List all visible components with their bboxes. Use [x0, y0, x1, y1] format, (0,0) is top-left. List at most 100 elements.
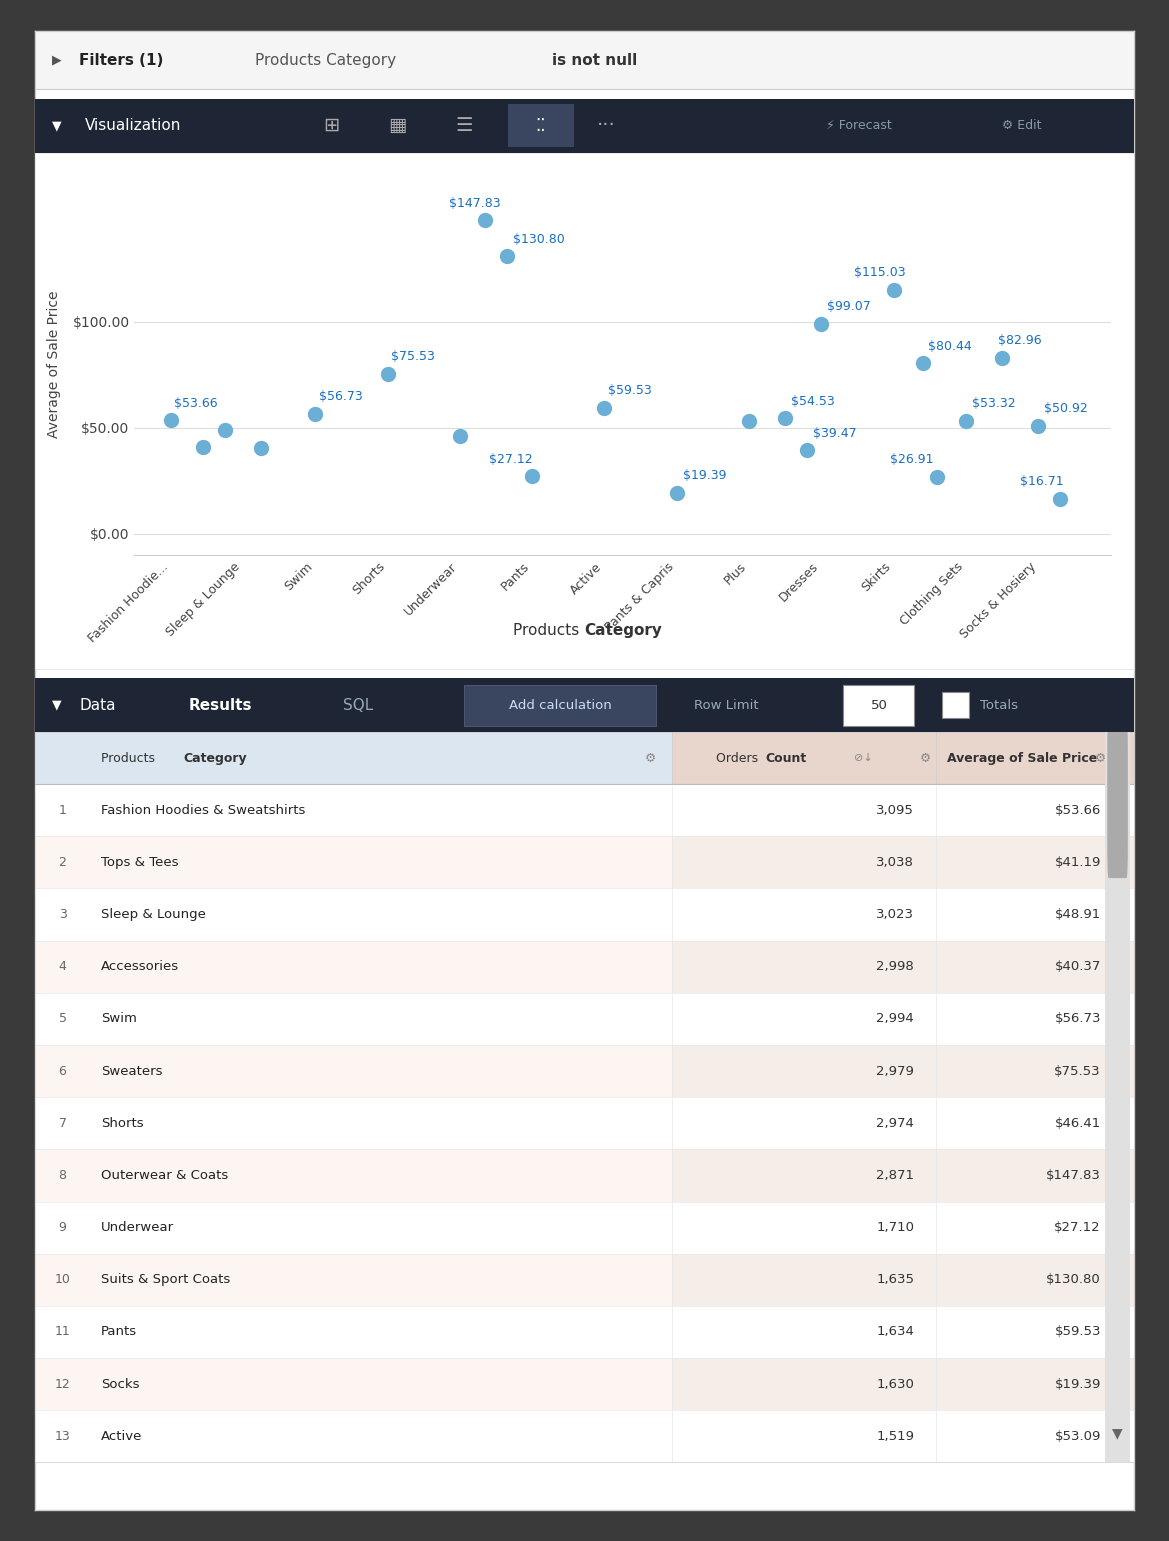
Text: Products Category: Products Category [255, 52, 401, 68]
Text: Shorts: Shorts [101, 1117, 144, 1130]
Text: Products: Products [101, 752, 159, 764]
Text: ⚡ Forecast: ⚡ Forecast [826, 119, 892, 133]
Bar [942, 692, 969, 718]
Bar [35, 1045, 1134, 1097]
Point [812, 311, 831, 336]
Point [928, 464, 947, 488]
Point [476, 208, 494, 233]
FancyBboxPatch shape [1107, 718, 1128, 878]
Text: ⊞: ⊞ [324, 116, 340, 136]
Text: $56.73: $56.73 [319, 390, 362, 404]
Point [884, 277, 902, 302]
Text: ☰: ☰ [455, 116, 472, 136]
Text: ⊘↓: ⊘↓ [853, 754, 872, 763]
Bar [464, 684, 656, 726]
Point [215, 418, 234, 442]
Text: 1,634: 1,634 [877, 1325, 914, 1339]
Bar [35, 1254, 1134, 1305]
Text: $39.47: $39.47 [812, 427, 856, 439]
Text: Suits & Sport Coats: Suits & Sport Coats [101, 1273, 230, 1287]
Text: Sweaters: Sweaters [101, 1065, 162, 1077]
Text: ···: ··· [597, 116, 616, 136]
Bar [843, 684, 914, 726]
Bar [672, 1254, 1134, 1305]
Text: $82.96: $82.96 [998, 334, 1042, 347]
Text: Category: Category [584, 623, 663, 638]
Text: 2,998: 2,998 [877, 960, 914, 974]
Bar [35, 1358, 1134, 1410]
Bar [35, 837, 1134, 889]
Text: 2,979: 2,979 [877, 1065, 914, 1077]
Text: $75.53: $75.53 [1054, 1065, 1101, 1077]
Text: $48.91: $48.91 [1054, 908, 1101, 922]
Text: ▼: ▼ [51, 119, 61, 133]
Text: 5: 5 [58, 1012, 67, 1025]
Text: Filters (1): Filters (1) [79, 52, 164, 68]
Text: Products: Products [513, 623, 584, 638]
Text: Category: Category [184, 752, 247, 764]
Point [913, 351, 932, 376]
Text: ▦: ▦ [388, 116, 407, 136]
Text: ⚙: ⚙ [1095, 752, 1106, 764]
Bar [672, 837, 1134, 889]
Text: 4: 4 [58, 960, 67, 974]
Text: 1: 1 [58, 804, 67, 817]
Text: Underwear: Underwear [101, 1220, 174, 1234]
Text: $16.71: $16.71 [1021, 475, 1064, 488]
Text: Sleep & Lounge: Sleep & Lounge [101, 908, 206, 922]
Text: $59.53: $59.53 [608, 384, 652, 398]
Text: $147.83: $147.83 [1046, 1170, 1101, 1182]
Bar [35, 732, 1134, 784]
Text: 10: 10 [55, 1273, 70, 1287]
Text: Row Limit: Row Limit [694, 698, 759, 712]
Bar [35, 940, 1134, 992]
Text: Count: Count [766, 752, 807, 764]
Text: 6: 6 [58, 1065, 67, 1077]
Text: $53.32: $53.32 [971, 398, 1016, 410]
Text: Orders: Orders [717, 752, 762, 764]
Point [776, 405, 795, 430]
Point [194, 435, 213, 459]
Text: Add calculation: Add calculation [509, 698, 611, 712]
Text: 3,095: 3,095 [877, 804, 914, 817]
Text: 2,994: 2,994 [877, 1012, 914, 1025]
Text: ⚙: ⚙ [645, 752, 656, 764]
Text: $50.92: $50.92 [1044, 402, 1088, 416]
Text: $53.09: $53.09 [1054, 1430, 1101, 1442]
Text: $40.37: $40.37 [1054, 960, 1101, 974]
Text: Average of Sale Price: Average of Sale Price [947, 752, 1098, 764]
Text: $27.12: $27.12 [489, 453, 532, 465]
Point [498, 243, 517, 268]
Text: 7: 7 [58, 1117, 67, 1130]
Bar [672, 732, 1134, 784]
Text: $41.19: $41.19 [1054, 855, 1101, 869]
Text: is not null: is not null [552, 52, 637, 68]
Text: ▶: ▶ [51, 54, 61, 66]
Text: 1,635: 1,635 [876, 1273, 914, 1287]
Text: 11: 11 [55, 1325, 70, 1339]
Bar [672, 940, 1134, 992]
Text: $46.41: $46.41 [1054, 1117, 1101, 1130]
Bar [507, 105, 574, 148]
Text: $19.39: $19.39 [683, 470, 726, 482]
Point [667, 481, 686, 505]
Text: 1,710: 1,710 [876, 1220, 914, 1234]
Text: 2,871: 2,871 [876, 1170, 914, 1182]
Text: ⁚⁚: ⁚⁚ [535, 117, 546, 134]
Text: $53.66: $53.66 [1054, 804, 1101, 817]
Point [450, 424, 469, 448]
Text: 3,023: 3,023 [876, 908, 914, 922]
Point [956, 408, 975, 433]
Text: SQL: SQL [343, 698, 373, 712]
Text: 1,519: 1,519 [876, 1430, 914, 1442]
Text: $147.83: $147.83 [449, 197, 500, 210]
Text: $53.66: $53.66 [174, 396, 217, 410]
Point [740, 408, 759, 433]
Text: 50: 50 [871, 698, 887, 712]
Text: $26.91: $26.91 [890, 453, 934, 467]
Text: $115.03: $115.03 [853, 267, 906, 279]
Text: Swim: Swim [101, 1012, 137, 1025]
Text: 8: 8 [58, 1170, 67, 1182]
Text: Accessories: Accessories [101, 960, 179, 974]
Bar [672, 1358, 1134, 1410]
